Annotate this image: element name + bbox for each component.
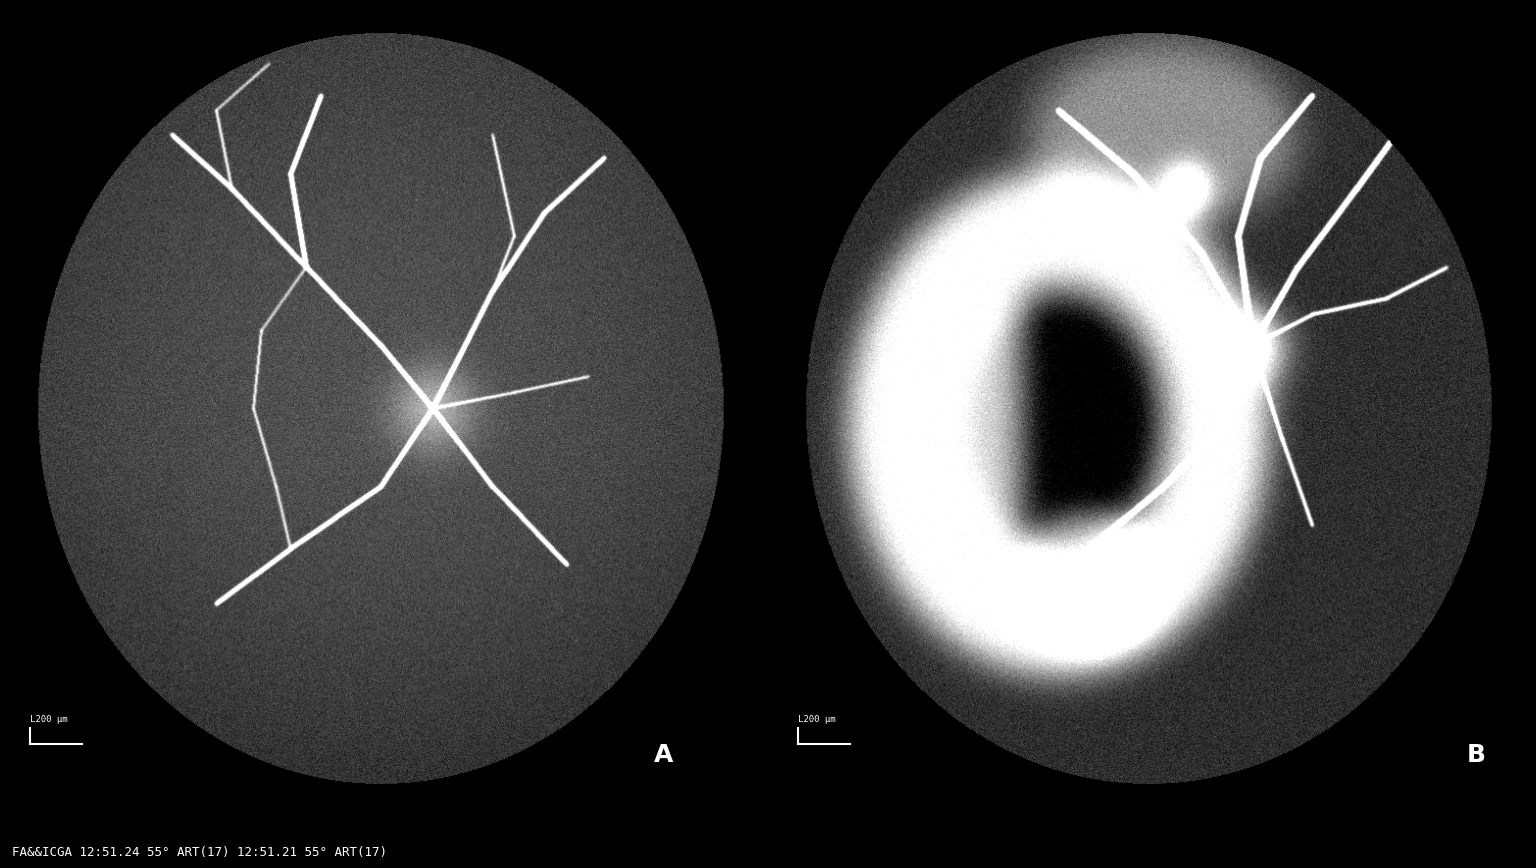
Text: A: A xyxy=(653,743,673,767)
Text: L200 µm: L200 µm xyxy=(799,715,836,724)
Text: L200 µm: L200 µm xyxy=(31,715,68,724)
Text: FA&&ICGA 12:51.24 55° ART(17) 12:51.21 55° ART(17): FA&&ICGA 12:51.24 55° ART(17) 12:51.21 5… xyxy=(12,846,387,859)
Text: B: B xyxy=(1467,743,1485,767)
